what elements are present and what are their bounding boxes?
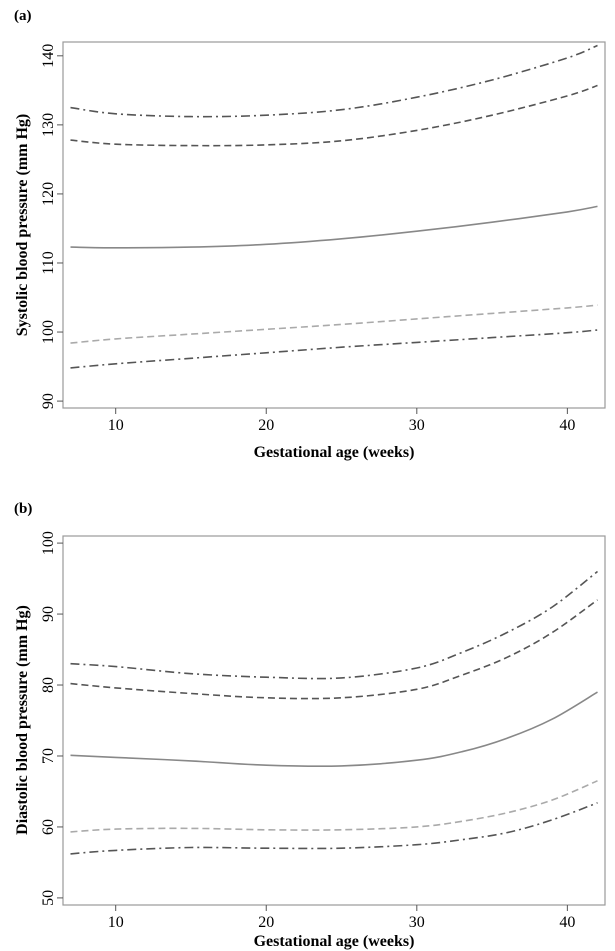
- panel-a-ticks: 10 20 30 40 90 100 110 120 130 140: [40, 44, 575, 434]
- panel-b-y-axis-title: Diastolic blood pressure (mm Hg): [14, 605, 31, 835]
- panel-a-y-tick-label: 130: [40, 113, 57, 137]
- panel-a-label: (a): [14, 8, 32, 24]
- panel-b-y-tick-label: 80: [40, 677, 57, 693]
- panel-b-y-tick-label: 90: [40, 606, 57, 622]
- panel-a-x-axis-title: Gestational age (weeks): [254, 444, 415, 461]
- panel-b-x-tick-label: 20: [258, 914, 274, 931]
- panel-a-x-tick-label: 20: [258, 417, 274, 434]
- panel-b-y-tick-label: 60: [40, 819, 57, 835]
- panel-b: (b) 10 20 30 40 50 60 70 80 90 100 Gestational ag…: [14, 501, 606, 950]
- panel-a: (a) 10 20 30 40 90 100 110 120 130 140 Gestationa…: [14, 8, 606, 461]
- panel-a-y-tick-label: 140: [40, 44, 57, 68]
- panel-b-y-tick-label: 100: [40, 531, 57, 555]
- panel-a-series-line-3: [70, 205, 598, 249]
- panel-a-x-tick-label: 10: [108, 417, 124, 434]
- panel-a-x-tick-label: 30: [409, 417, 425, 434]
- panel-a-y-tick-label: 90: [40, 393, 57, 409]
- panel-b-x-axis-title: Gestational age (weeks): [254, 933, 415, 950]
- panel-a-series-line-5: [70, 329, 598, 369]
- panel-b-series-line-4: [70, 780, 598, 833]
- panel-b-y-tick-label: 50: [40, 890, 57, 906]
- panel-b-x-tick-label: 10: [108, 914, 124, 931]
- panel-b-label: (b): [14, 501, 32, 517]
- panel-b-x-tick-label: 40: [559, 914, 575, 931]
- panel-a-y-tick-label: 100: [40, 320, 57, 344]
- panel-a-y-tick-label: 110: [40, 251, 57, 274]
- panel-a-x-tick-label: 40: [559, 417, 575, 434]
- panel-a-series-line-1: [70, 44, 598, 118]
- panel-b-y-tick-label: 70: [40, 748, 57, 764]
- panel-a-series: [70, 44, 598, 369]
- panel-b-series-line-2: [70, 599, 598, 700]
- panel-b-series-line-3: [70, 691, 598, 768]
- panel-a-y-axis-title: Systolic blood pressure (mm Hg): [14, 114, 31, 337]
- panel-b-series-line-5: [70, 802, 598, 855]
- panel-a-plot-area: [62, 41, 606, 409]
- panel-b-plot-area: [62, 535, 606, 906]
- panel-a-y-tick-label: 120: [40, 182, 57, 206]
- panel-b-ticks: 10 20 30 40 50 60 70 80 90 100: [40, 531, 575, 931]
- panel-a-series-line-4: [70, 304, 598, 344]
- panel-b-series-line-1: [70, 570, 598, 680]
- panel-b-x-tick-label: 30: [409, 914, 425, 931]
- panel-b-series: [70, 570, 598, 855]
- panel-a-series-line-2: [70, 84, 598, 147]
